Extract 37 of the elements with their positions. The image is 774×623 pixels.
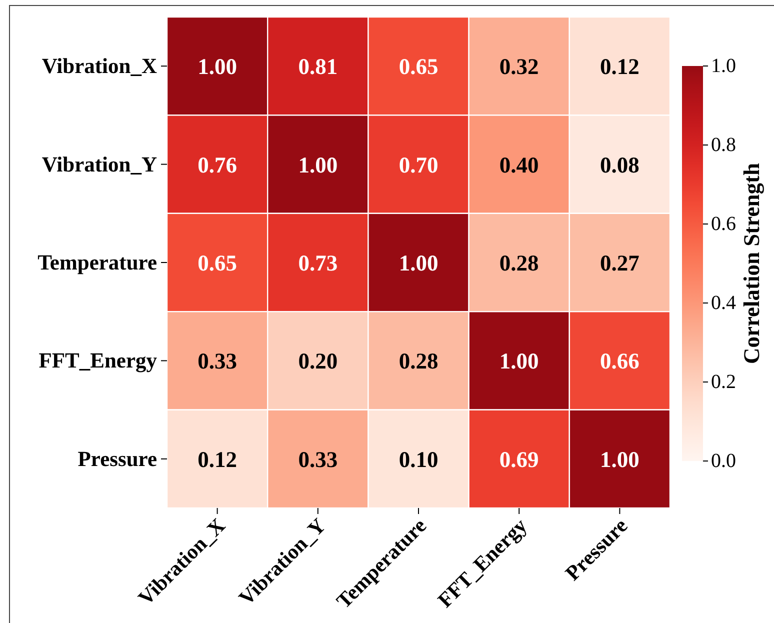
data-label: 0.65 (198, 250, 237, 275)
y-tick-label: Vibration_Y (42, 152, 158, 176)
data-label: 0.66 (600, 348, 640, 374)
data-label: 0.12 (198, 446, 237, 472)
data-label: 0.28 (398, 348, 438, 374)
color-bar-label: 0.8 (711, 134, 736, 156)
data-label: 0.33 (198, 348, 237, 374)
color-bar-label: 0.4 (711, 292, 736, 314)
data-label: 0.73 (298, 250, 338, 275)
data-label: 1.00 (499, 348, 539, 374)
data-label: 0.32 (499, 54, 539, 79)
data-label: 1.00 (298, 152, 338, 177)
data-label: 0.12 (600, 54, 640, 79)
data-label: 1.00 (600, 446, 640, 472)
data-label: 0.08 (600, 152, 640, 177)
y-tick-label: Temperature (38, 250, 157, 274)
data-label: 0.70 (398, 152, 438, 177)
data-label: 0.28 (499, 250, 539, 275)
data-label: 0.40 (499, 152, 539, 177)
data-label: 0.69 (499, 446, 539, 472)
y-tick-label: Pressure (78, 446, 157, 471)
color-bar-label: 0.2 (711, 371, 736, 393)
data-label: 0.27 (600, 250, 640, 275)
y-tick-label: FFT_Energy (38, 348, 158, 373)
color-bar-label: 0.0 (711, 450, 736, 472)
data-label: 0.65 (398, 54, 438, 79)
data-label: 0.20 (298, 348, 338, 374)
color-bar-label: 0.6 (711, 213, 736, 235)
data-label: 1.00 (198, 54, 237, 79)
data-label: 0.81 (298, 54, 338, 79)
data-label: 0.76 (198, 152, 237, 177)
y-tick-label: Vibration_X (42, 54, 158, 78)
data-label: 1.00 (398, 250, 438, 275)
data-label: 0.33 (298, 446, 338, 472)
color-bar-title: Correlation Strength (738, 162, 764, 364)
data-label: 0.10 (398, 446, 438, 472)
color-bar-label: 1.0 (711, 55, 736, 77)
